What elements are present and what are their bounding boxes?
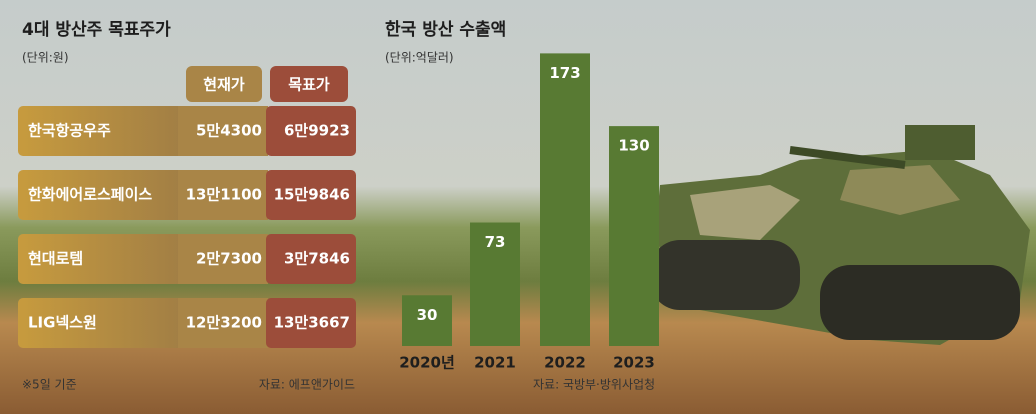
chart-subtitle: (단위:억달러) [385, 51, 454, 65]
table-title: 4대 방산주 목표주가 [22, 20, 171, 40]
bar [609, 126, 659, 346]
x-tick-label: 2023 [613, 354, 655, 372]
target-cell [266, 234, 356, 284]
column-header: 목표가 [288, 76, 330, 94]
value-label: 73 [485, 233, 506, 251]
table-source: 자료: 에프앤가이드 [259, 378, 355, 392]
x-tick-label: 2022 [544, 354, 586, 372]
target-cell [266, 298, 356, 348]
current-price: 13만1100 [186, 186, 262, 204]
table-unit: (단위:원) [22, 51, 69, 65]
row-label: 한화에어로스페이스 [28, 186, 152, 204]
column-header-bg [186, 66, 262, 102]
value-label: 173 [549, 64, 580, 82]
current-cell [178, 234, 268, 284]
target-price: 15만9846 [274, 186, 350, 204]
current-price: 2만7300 [196, 250, 262, 268]
row-label-bg [18, 298, 184, 348]
target-cell [266, 170, 356, 220]
current-price: 5만4300 [196, 122, 262, 140]
bar [402, 295, 452, 346]
row-label-bg [18, 234, 184, 284]
target-cell [266, 106, 356, 156]
chart-title: 한국 방산 수출액 [385, 20, 506, 40]
table-note: ※5일 기준 [22, 378, 77, 392]
row-label-bg [18, 170, 184, 220]
target-price: 6만9923 [284, 122, 350, 140]
current-cell [178, 106, 268, 156]
vehicle [650, 125, 1030, 345]
bar [540, 53, 590, 346]
column-header-bg [270, 66, 348, 102]
bar [470, 222, 520, 346]
target-price: 13만3667 [274, 314, 350, 332]
value-label: 130 [618, 137, 649, 155]
chart-source: 자료: 국방부·방위사업청 [533, 378, 655, 392]
row-label: 현대로템 [28, 250, 83, 268]
x-tick-label: 2020년 [399, 354, 455, 372]
row-label-bg [18, 106, 184, 156]
column-header: 현재가 [203, 76, 245, 94]
value-label: 30 [417, 306, 438, 324]
current-cell [178, 298, 268, 348]
current-cell [178, 170, 268, 220]
target-price: 3만7846 [284, 250, 350, 268]
row-label: 한국항공우주 [28, 122, 111, 140]
x-tick-label: 2021 [474, 354, 516, 372]
row-label: LIG넥스원 [28, 314, 97, 332]
current-price: 12만3200 [186, 314, 262, 332]
